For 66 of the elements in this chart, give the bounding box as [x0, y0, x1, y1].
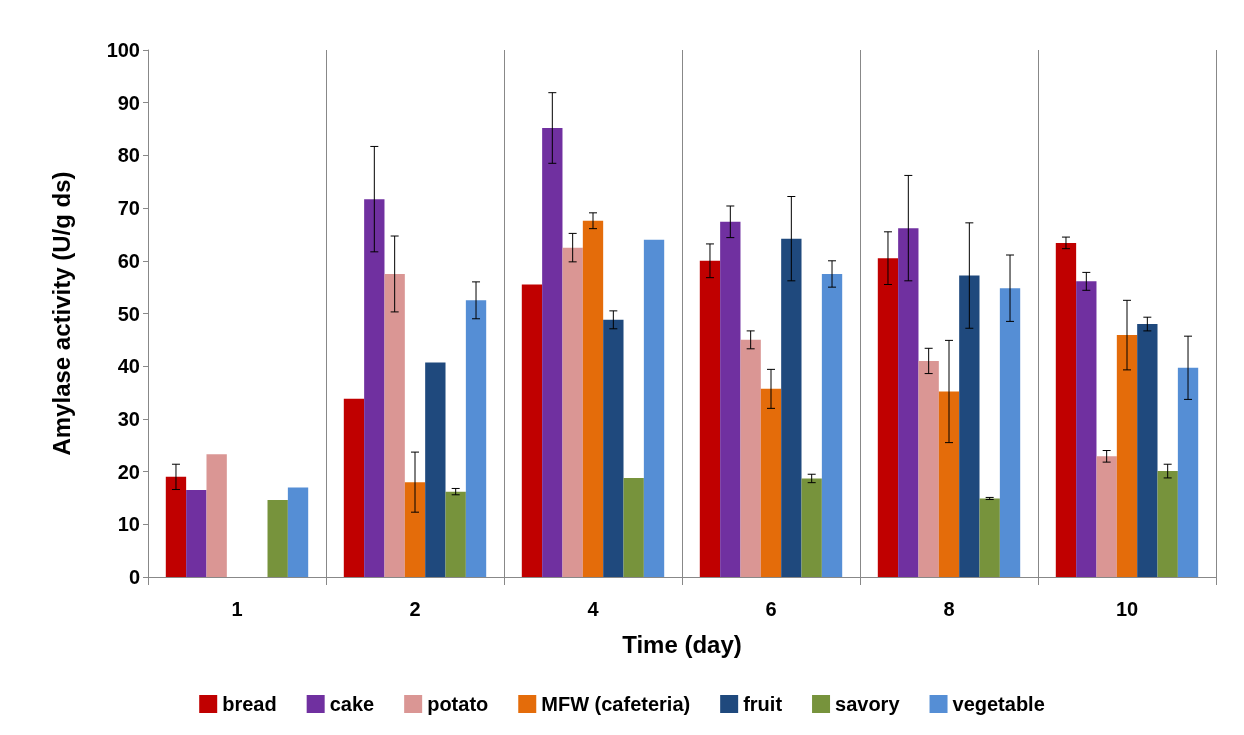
bar: [643, 239, 665, 577]
y-tick-label: 100: [106, 39, 140, 61]
legend-label: vegetable: [952, 693, 1045, 715]
bar: [821, 273, 843, 577]
bar: [364, 199, 385, 577]
bar: [287, 487, 309, 577]
bar: [445, 491, 466, 577]
bar: [740, 339, 761, 577]
bar: [999, 288, 1021, 577]
legend-label: cake: [329, 693, 375, 715]
y-tick-label: 30: [117, 407, 140, 430]
y-tick-label: 90: [117, 91, 140, 114]
bar: [267, 500, 288, 577]
x-tick-label: 1: [231, 598, 243, 620]
bar: [582, 220, 604, 577]
legend-label: MFW (cafeteria): [541, 693, 691, 715]
bar: [562, 247, 583, 577]
bar: [898, 228, 919, 577]
bar: [938, 391, 960, 577]
x-tick-label: 6: [765, 598, 777, 620]
y-tick-label: 10: [117, 513, 140, 536]
bar: [521, 284, 543, 577]
y-tick-label: 50: [117, 302, 140, 325]
bar: [206, 454, 227, 577]
bar: [165, 476, 187, 577]
x-tick-label: 2: [409, 598, 421, 620]
y-tick-label: 40: [117, 355, 140, 378]
y-tick-label: 0: [128, 566, 140, 588]
y-tick-label: 70: [117, 197, 140, 220]
x-tick-label: 10: [1115, 598, 1139, 620]
bar: [1116, 335, 1138, 577]
legend-label: bread: [222, 693, 277, 715]
y-tick-label: 20: [117, 460, 140, 483]
x-tick-label: 8: [943, 598, 955, 620]
bar: [918, 360, 939, 577]
legend-label: savory: [835, 693, 901, 715]
bar: [1055, 242, 1077, 577]
bar: [425, 362, 446, 577]
bar: [979, 498, 1000, 577]
y-tick-label: 60: [117, 249, 140, 272]
bar: [542, 128, 563, 577]
y-axis-title: Amylase activity (U/g ds): [47, 171, 75, 456]
bar: [404, 482, 426, 577]
bar: [1157, 471, 1178, 577]
bar: [720, 221, 741, 577]
bar: [1096, 456, 1117, 577]
bar: [699, 260, 721, 577]
bar: [877, 258, 899, 577]
bar: [760, 388, 782, 577]
bar: [384, 273, 405, 577]
bar: [801, 478, 822, 577]
bar: [465, 300, 487, 577]
bar: [1137, 324, 1158, 577]
bar: [781, 238, 802, 577]
bar: [623, 477, 644, 577]
y-tick-label: 80: [117, 144, 140, 167]
legend-label: potato: [427, 693, 489, 715]
legend-label: fruit: [743, 693, 783, 715]
bar: [959, 275, 980, 577]
x-axis-title: Time (day): [622, 630, 742, 658]
bar: [603, 319, 624, 577]
x-tick-label: 4: [587, 598, 600, 620]
bar: [1076, 281, 1097, 577]
bar: [186, 490, 207, 577]
bar: [1177, 367, 1199, 577]
bar: [343, 398, 365, 577]
